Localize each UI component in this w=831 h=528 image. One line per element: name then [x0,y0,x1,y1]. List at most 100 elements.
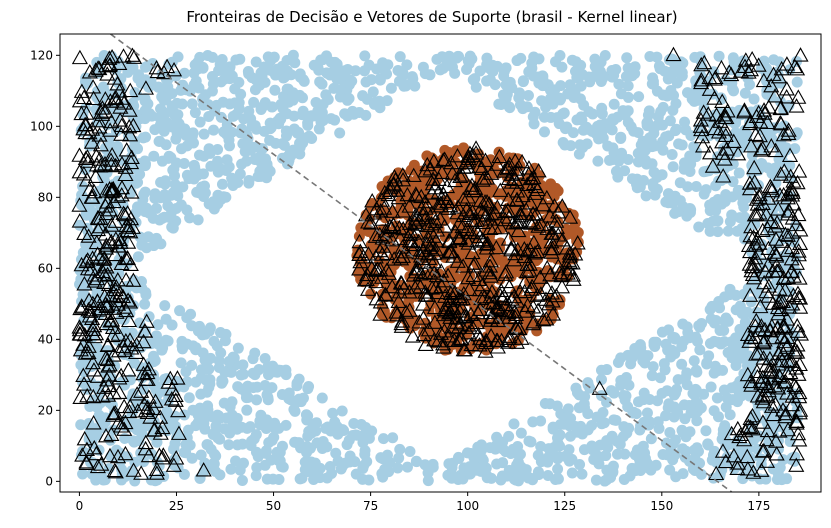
x-tick-label: 100 [456,499,479,513]
data-point-light [174,305,186,317]
data-point-light [216,178,228,190]
data-point-light [193,320,205,332]
support-vector [455,258,472,273]
support-vector [785,196,802,211]
data-point-light [620,390,632,402]
data-point-light [237,138,249,150]
data-point-light [202,99,214,111]
data-point-light [577,124,589,136]
data-point-light [685,158,697,170]
support-vector [785,173,802,188]
support-vector [356,272,374,287]
data-point-light [393,75,405,87]
data-point-light [170,183,182,195]
support-vector [436,301,453,317]
support-vector [736,102,753,117]
support-vector [446,284,463,300]
support-vector [710,124,728,139]
support-vector [121,332,139,347]
support-vector [763,398,781,413]
data-point-light [177,343,189,355]
data-point-light [195,388,207,400]
data-point-dark [569,227,581,239]
support-vector [92,249,109,264]
data-point-light [629,61,641,73]
support-vector [71,321,88,337]
support-vector [467,140,485,155]
data-point-light [261,473,273,485]
support-vector [71,147,88,162]
data-point-light [342,110,354,122]
support-vector [435,272,452,288]
data-point-light [545,448,557,460]
data-point-light [605,472,617,484]
data-point-light [672,374,684,386]
data-point-light [251,381,263,393]
data-point-light [687,387,699,399]
support-vector [442,309,459,324]
support-vector [77,150,94,165]
support-vector [393,318,410,333]
data-point-light [401,59,413,71]
support-vector [419,217,436,233]
data-point-light [726,382,738,394]
support-vector [113,418,130,433]
data-point-light [762,162,774,174]
support-vector [729,460,746,475]
support-vector [784,388,801,403]
support-vector [412,278,429,294]
support-vector [113,126,130,141]
support-vector [742,61,759,77]
support-vector [164,381,181,396]
data-point-light [646,158,658,170]
support-vector [411,314,428,329]
support-vector [101,201,118,217]
data-point-light [96,470,108,482]
data-point-light [280,130,292,142]
support-vector [754,386,772,402]
data-point-light [194,472,206,484]
data-point-light [436,51,448,63]
data-point-light [734,375,746,387]
support-vector [411,211,428,227]
data-point-light [326,467,338,479]
data-point-light [251,461,263,473]
data-point-light [377,453,389,465]
data-point-light [283,393,295,405]
data-point-light [785,453,797,465]
support-vector [504,166,521,181]
data-point-light [156,341,168,353]
data-point-light [137,194,149,206]
data-point-light [337,460,349,472]
support-vector [706,120,724,136]
data-point-light [500,79,512,91]
support-vector [72,389,89,405]
data-point-light [667,161,679,173]
support-vector [102,287,119,302]
plot-area [71,34,809,492]
data-point-light [514,448,526,460]
data-point-light [619,109,631,121]
support-vector [772,293,789,308]
support-vector [103,217,120,232]
support-vector [758,206,775,222]
support-vector [740,418,757,433]
data-point-light [190,75,202,87]
data-point-light [783,308,795,320]
data-point-light [652,111,664,123]
support-vector [461,281,478,296]
support-vector [93,104,110,119]
data-point-light [559,450,571,462]
support-vector [105,193,122,209]
support-vector [791,235,809,251]
support-vector [378,245,395,261]
support-vector [428,267,445,283]
support-vector [92,300,109,316]
data-point-light [282,83,294,95]
support-vector [490,312,507,328]
support-vector [501,278,518,294]
data-point-light [676,358,688,370]
data-point-light [583,106,595,118]
support-vector [791,404,808,420]
support-vector [120,292,137,307]
